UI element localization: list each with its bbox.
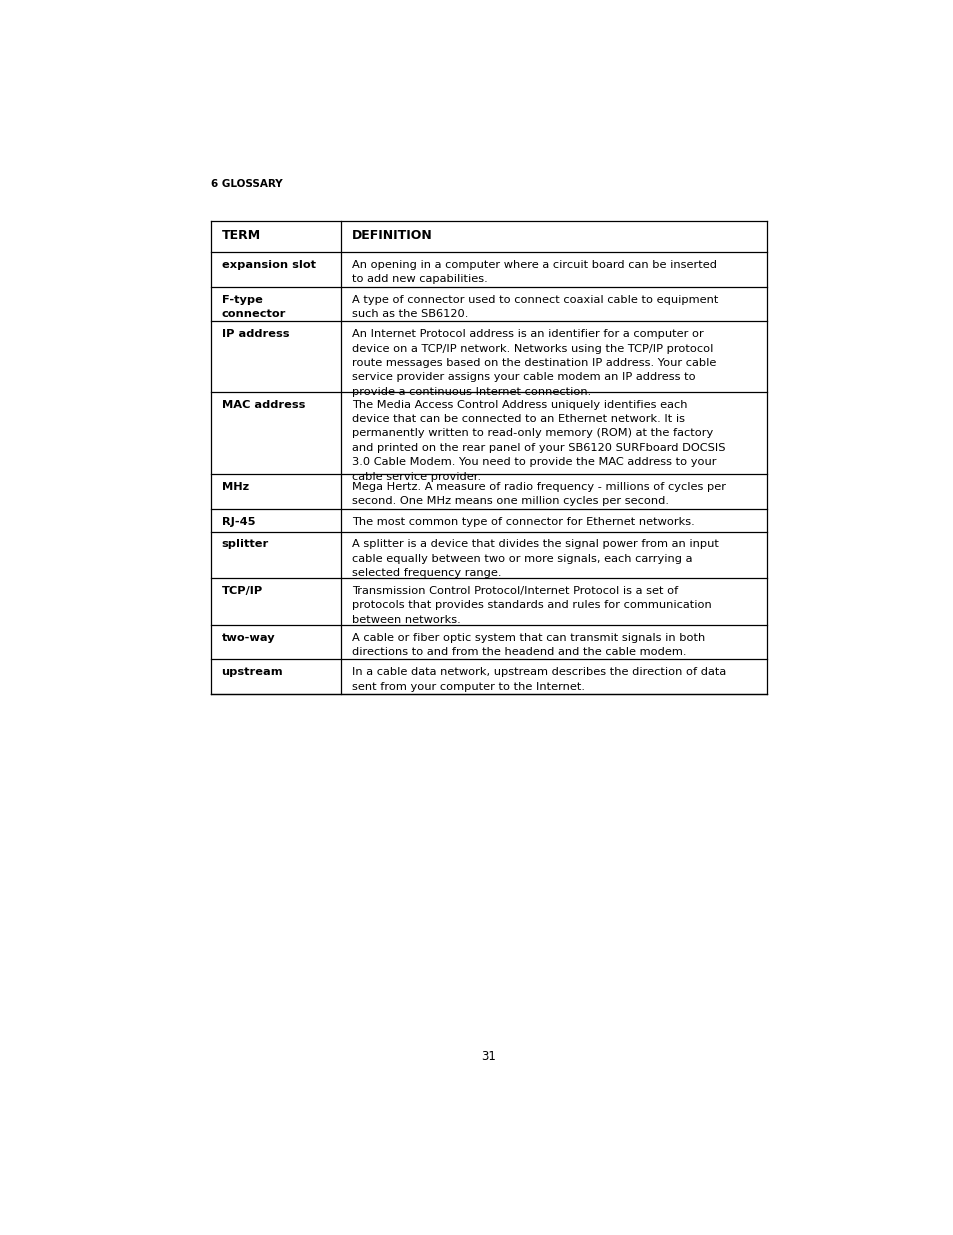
Text: 31: 31 [481, 1050, 496, 1063]
Text: Mega Hertz. A measure of radio frequency - millions of cycles per
second. One MH: Mega Hertz. A measure of radio frequency… [352, 482, 725, 506]
Text: A cable or fiber optic system that can transmit signals in both
directions to an: A cable or fiber optic system that can t… [352, 632, 705, 657]
Text: Transmission Control Protocol/Internet Protocol is a set of
protocols that provi: Transmission Control Protocol/Internet P… [352, 585, 711, 625]
Text: expansion slot: expansion slot [221, 259, 315, 270]
Text: TCP/IP: TCP/IP [221, 585, 262, 597]
Text: MAC address: MAC address [221, 400, 305, 410]
Text: 6 GLOSSARY: 6 GLOSSARY [211, 179, 282, 189]
Text: upstream: upstream [221, 667, 283, 677]
Text: The Media Access Control Address uniquely identifies each
device that can be con: The Media Access Control Address uniquel… [352, 400, 725, 482]
Text: splitter: splitter [221, 540, 269, 550]
Text: An opening in a computer where a circuit board can be inserted
to add new capabi: An opening in a computer where a circuit… [352, 259, 717, 284]
Text: MHz: MHz [221, 482, 249, 492]
Text: A splitter is a device that divides the signal power from an input
cable equally: A splitter is a device that divides the … [352, 540, 719, 578]
Text: two-way: two-way [221, 632, 274, 642]
Text: In a cable data network, upstream describes the direction of data
sent from your: In a cable data network, upstream descri… [352, 667, 726, 692]
Text: RJ-45: RJ-45 [221, 516, 254, 526]
Text: DEFINITION: DEFINITION [352, 228, 433, 242]
Text: An Internet Protocol address is an identifier for a computer or
device on a TCP/: An Internet Protocol address is an ident… [352, 330, 716, 396]
Text: IP address: IP address [221, 330, 289, 340]
Text: A type of connector used to connect coaxial cable to equipment
such as the SB612: A type of connector used to connect coax… [352, 294, 718, 319]
Text: TERM: TERM [221, 228, 260, 242]
Text: The most common type of connector for Ethernet networks.: The most common type of connector for Et… [352, 516, 695, 526]
Text: F-type
connector: F-type connector [221, 294, 286, 319]
